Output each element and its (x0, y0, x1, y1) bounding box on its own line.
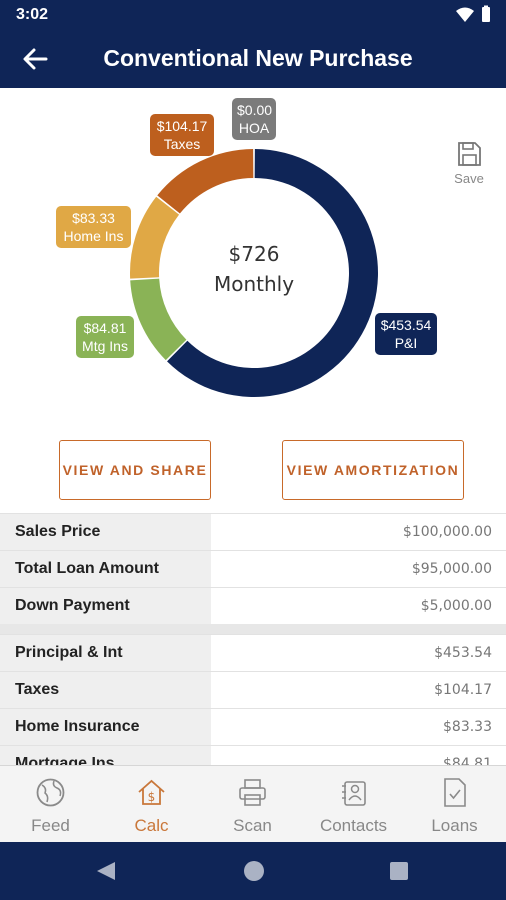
slice-label-pi-amount: $453.54 (380, 317, 432, 333)
row-value: $453.54 (434, 645, 492, 661)
row-label: Principal & Int (0, 635, 211, 671)
slice-label-mtg-ins: $84.81 Mtg Ins (76, 316, 134, 358)
row-label: Sales Price (0, 514, 211, 550)
slice-label-home-ins: $83.33 Home Ins (56, 206, 131, 248)
payment-donut-chart: $726 Monthly (130, 149, 378, 397)
row-value: $100,000.00 (402, 524, 492, 540)
save-label: Save (454, 171, 484, 186)
slice-label-hoa-name: HOA (238, 120, 270, 136)
page-title: Conventional New Purchase (103, 45, 413, 71)
nav-recents-icon[interactable] (390, 862, 408, 880)
system-nav-bar (0, 842, 506, 900)
payment-chart-area: $726 Monthly $453.54 P&I $84.81 Mtg Ins … (0, 88, 506, 428)
slice-label-home-ins-name: Home Ins (63, 228, 124, 244)
donut-slice-home-ins[interactable] (130, 196, 180, 279)
donut-slice-taxes[interactable] (157, 149, 254, 214)
tab-label: Feed (31, 816, 70, 835)
status-bar: 3:02 (0, 0, 506, 30)
tab-loans[interactable]: Loans (404, 766, 505, 843)
tab-contacts[interactable]: Contacts (303, 766, 404, 843)
chart-center-label: Monthly (214, 272, 294, 296)
table-row: Mortgage Ins $84.81 (0, 745, 506, 765)
tab-calc[interactable]: $ Calc (101, 766, 202, 843)
nav-home-icon[interactable] (244, 861, 264, 881)
table-row: Total Loan Amount $95,000.00 (0, 550, 506, 587)
battery-icon (482, 7, 490, 22)
row-label: Total Loan Amount (0, 551, 211, 587)
status-time: 3:02 (16, 6, 49, 23)
chart-center-amount: $726 (229, 242, 280, 266)
view-and-share-button[interactable]: VIEW AND SHARE (59, 440, 211, 500)
row-value: $5,000.00 (420, 598, 492, 614)
tab-label: Contacts (319, 816, 388, 835)
save-button[interactable]: Save (450, 140, 488, 186)
status-icons (454, 5, 494, 30)
slice-label-taxes-amount: $104.17 (156, 118, 208, 134)
section-divider (0, 624, 506, 634)
view-amortization-button[interactable]: VIEW AMORTIZATION (282, 440, 464, 500)
slice-label-pi: $453.54 P&I (375, 313, 437, 355)
tab-label: Scan (233, 816, 272, 835)
slice-label-hoa: $0.00 HOA (232, 98, 276, 140)
table-row: Taxes $104.17 (0, 671, 506, 708)
donut-slice-p-i[interactable] (167, 149, 378, 397)
slice-label-taxes: $104.17 Taxes (150, 114, 214, 156)
row-label: Home Insurance (0, 709, 211, 745)
row-label: Taxes (0, 672, 211, 708)
bottom-tab-bar: Feed $ Calc Scan Contacts Loans (0, 765, 506, 843)
row-value: $104.17 (434, 682, 492, 698)
table-row: Home Insurance $83.33 (0, 708, 506, 745)
row-label: Down Payment (0, 588, 211, 624)
document-check-icon (444, 778, 466, 807)
row-value: $83.33 (443, 719, 492, 735)
floppy-disk-icon (458, 142, 481, 166)
svg-text:$: $ (148, 790, 156, 804)
contacts-icon (342, 781, 366, 806)
slice-label-pi-name: P&I (394, 335, 418, 351)
slice-label-mtg-ins-name: Mtg Ins (82, 338, 128, 354)
globe-icon (36, 778, 65, 807)
slice-label-mtg-ins-amount: $84.81 (83, 320, 127, 336)
tab-label: Loans (431, 816, 478, 835)
app-bar: Conventional New Purchase (0, 30, 506, 88)
house-dollar-icon: $ (138, 779, 165, 805)
tab-scan[interactable]: Scan (202, 766, 303, 843)
table-row: Principal & Int $453.54 (0, 634, 506, 671)
tab-feed[interactable]: Feed (0, 766, 101, 843)
slice-label-taxes-name: Taxes (163, 136, 201, 152)
row-label: Mortgage Ins (0, 746, 211, 765)
row-value: $84.81 (443, 756, 492, 765)
table-row: Sales Price $100,000.00 (0, 513, 506, 550)
row-value: $95,000.00 (411, 561, 492, 577)
donut-slice-mtg-ins[interactable] (130, 278, 187, 361)
wifi-icon (456, 7, 474, 22)
printer-icon (239, 779, 266, 806)
tab-label: Calc (134, 816, 169, 835)
back-arrow-icon[interactable] (20, 44, 50, 74)
nav-back-icon[interactable] (97, 862, 115, 880)
slice-label-hoa-amount: $0.00 (237, 102, 273, 118)
table-row: Down Payment $5,000.00 (0, 587, 506, 624)
slice-label-home-ins-amount: $83.33 (72, 210, 115, 226)
loan-details-list: Sales Price $100,000.00 Total Loan Amoun… (0, 513, 506, 765)
